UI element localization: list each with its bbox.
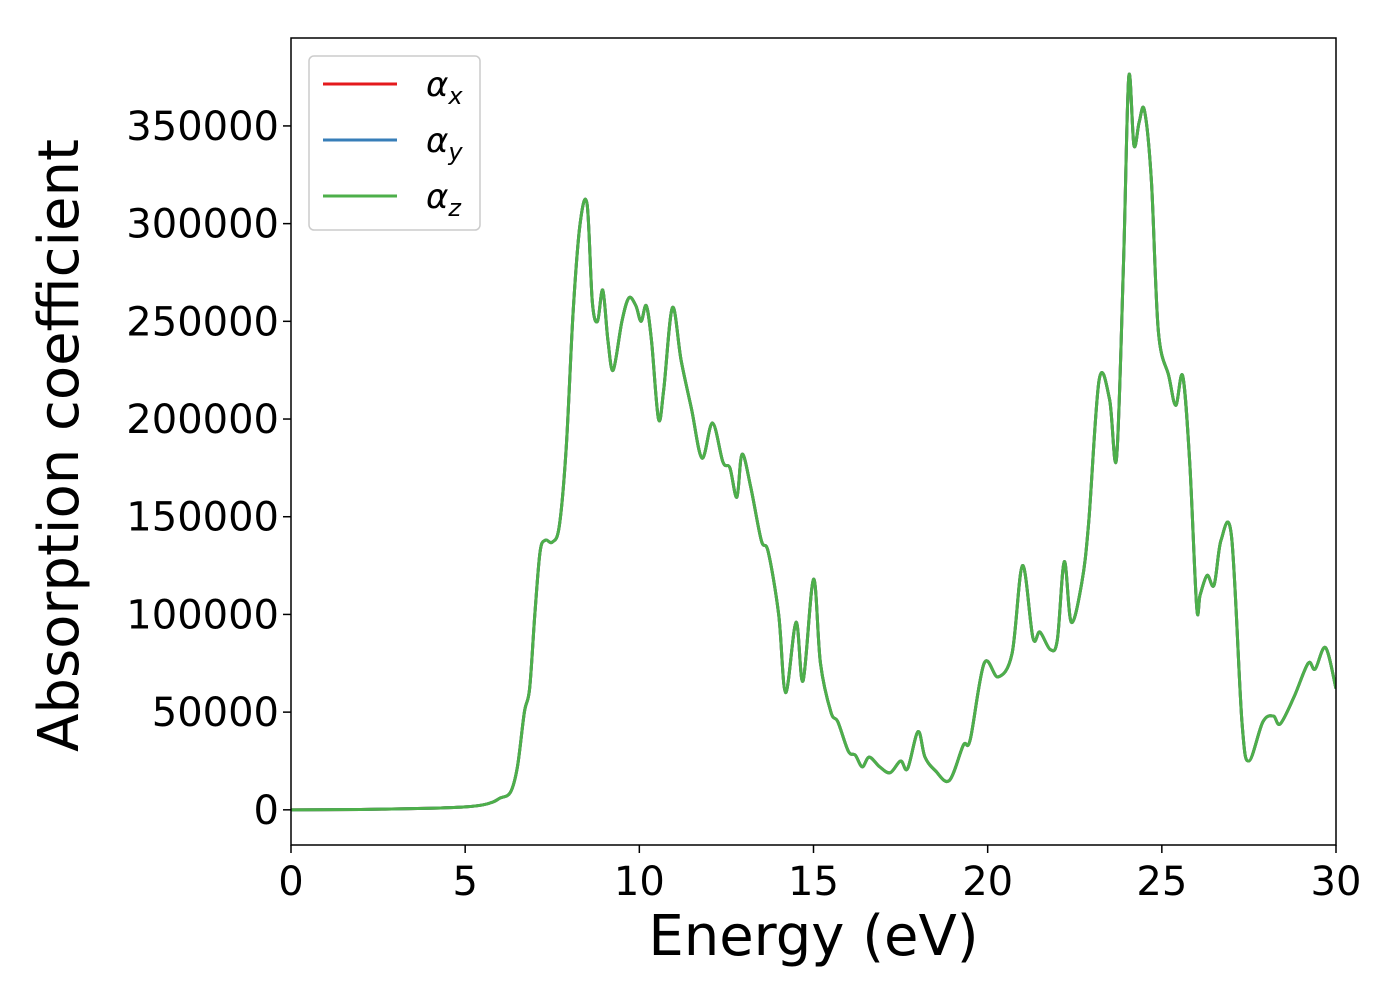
x-tick-label: 15 [788,859,839,905]
legend-label-3: αz [426,177,462,222]
x-tick-label: 0 [278,859,303,905]
series-line-3 [291,72,1336,812]
legend-label-1: αx [426,65,463,110]
x-tick-label: 25 [1136,859,1187,905]
y-tick-label: 250000 [126,299,279,345]
series-layer [291,72,1336,812]
x-tick-label: 30 [1311,859,1362,905]
y-tick-label: 50000 [152,690,279,736]
legend-box [308,55,481,231]
ticks-layer: 0 5 10 15 20 25 30 0 50000 100000 150000 200000 2500… [126,104,1361,905]
legend-label-2: αy [426,121,463,166]
y-tick-label: 150000 [126,495,279,541]
x-tick-label: 5 [452,859,477,905]
y-tick-label: 0 [254,788,279,834]
y-tick-label: 200000 [126,397,279,443]
y-tick-label: 100000 [126,592,279,638]
x-tick-label: 10 [614,859,665,905]
x-axis-label: Energy (eV) [648,904,978,969]
y-tick-label: 300000 [126,202,279,248]
y-tick-label: 350000 [126,104,279,150]
y-axis-label: Absorption coefficient [27,139,92,752]
x-tick-label: 20 [962,859,1013,905]
legend: αx αy αz [308,55,481,231]
